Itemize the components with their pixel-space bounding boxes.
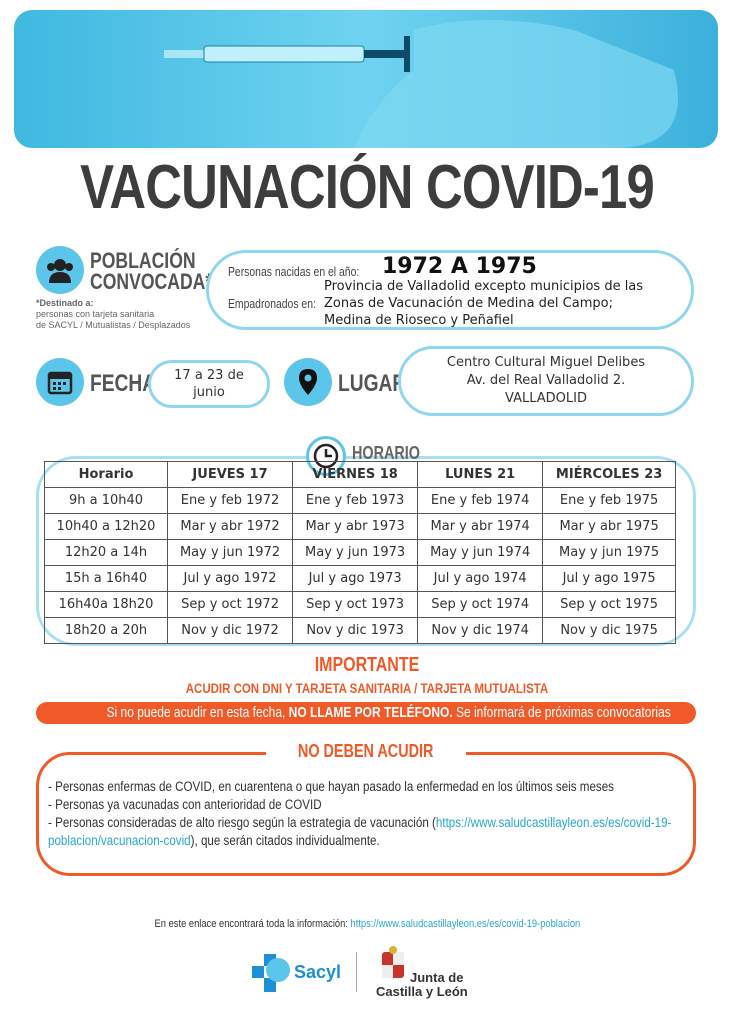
destinado-note: *Destinado a: personas con tarjeta sanit… <box>36 298 191 330</box>
table-row: 15h a 16h40 Jul y ago 1972 Jul y ago 1973 J… <box>44 565 676 592</box>
cell: Sep y oct 1973 <box>292 591 419 618</box>
empadronados-value: Provincia de Valladolid excepto municipi… <box>324 279 644 328</box>
cell: Sep y oct 1974 <box>417 591 544 618</box>
lugar-value: Centro Cultural Miguel Delibes Av. del Re… <box>398 346 694 416</box>
cell: Jul y ago 1974 <box>417 565 544 592</box>
cell: Sep y oct 1975 <box>542 591 676 618</box>
cell: May y jun 1973 <box>292 539 419 566</box>
list-item: - Personas ya vacunadas con anterioridad… <box>48 797 322 812</box>
poblacion-heading: POBLACIÓN CONVOCADA* <box>90 248 213 294</box>
header-jueves: JUEVES 17 <box>166 461 294 488</box>
syringe-illustration <box>164 20 678 148</box>
empadronados-label: Empadronados en: <box>228 296 316 311</box>
cell: Mar y abr 1973 <box>292 513 419 540</box>
cell: Ene y feb 1975 <box>542 487 676 514</box>
cell: May y jun 1975 <box>542 539 676 566</box>
horario-frame <box>36 456 696 646</box>
cell: Ene y feb 1974 <box>417 487 544 514</box>
cell: 16h40a 18h20 <box>44 591 168 618</box>
table-row: 10h40 a 12h20 Mar y abr 1972 Mar y abr 197… <box>44 513 676 540</box>
cell: Jul y ago 1975 <box>542 565 676 592</box>
horario-table: Horario JUEVES 17 VIERNES 18 LUNES 21 MI… <box>44 461 676 644</box>
header-viernes: VIERNES 18 <box>292 461 419 488</box>
header-horario: Horario <box>44 461 168 488</box>
cell: Nov y dic 1975 <box>542 617 676 644</box>
table-row: 18h20 a 20h Nov y dic 1972 Nov y dic 1973 N… <box>44 617 676 644</box>
table-row: 16h40a 18h20 Sep y oct 1972 Sep y oct 1973… <box>44 591 676 618</box>
importante-title: IMPORTANTE <box>314 654 420 676</box>
importante-subtitle: ACUDIR CON DNI Y TARJETA SANITARIA / TAR… <box>185 680 549 696</box>
cell: Mar y abr 1972 <box>166 513 294 540</box>
people-icon <box>36 246 84 294</box>
nacidos-box <box>206 250 694 330</box>
cell: Mar y abr 1975 <box>542 513 676 540</box>
cell: Mar y abr 1974 <box>417 513 544 540</box>
cell: Jul y ago 1973 <box>292 565 419 592</box>
cell: 18h20 a 20h <box>44 617 168 644</box>
lugar-label: LUGAR <box>338 370 407 397</box>
birth-years: 1972 A 1975 <box>382 254 537 279</box>
no-acudir-list: - Personas enfermas de COVID, en cuarent… <box>48 778 689 850</box>
footer-info: En este enlace encontrará toda la inform… <box>154 918 580 930</box>
list-item: - Personas enfermas de COVID, en cuarent… <box>48 779 614 794</box>
cell: 9h a 10h40 <box>44 487 168 514</box>
header-lunes: LUNES 21 <box>417 461 544 488</box>
cell: Ene y feb 1972 <box>166 487 294 514</box>
table-header-row: Horario JUEVES 17 VIERNES 18 LUNES 21 MI… <box>44 461 676 488</box>
vacunacion-link[interactable]: https://www.saludcastillayleon.es/es/cov… <box>48 815 672 848</box>
fecha-value: 17 a 23 de junio <box>148 360 270 408</box>
page-title: VACUNACIÓN COVID-19 <box>80 153 655 222</box>
cell: Nov y dic 1974 <box>417 617 544 644</box>
hero-vaccine-image <box>14 10 718 148</box>
cell: May y jun 1974 <box>417 539 544 566</box>
logo-divider <box>356 952 357 992</box>
cell: Sep y oct 1972 <box>166 591 294 618</box>
horario-label: HORARIO <box>352 443 420 463</box>
cell: 15h a 16h40 <box>44 565 168 592</box>
cell: 10h40 a 12h20 <box>44 513 168 540</box>
calendar-icon <box>36 358 84 406</box>
cell: May y jun 1972 <box>166 539 294 566</box>
cell: Jul y ago 1972 <box>166 565 294 592</box>
location-pin-icon <box>284 358 332 406</box>
table-row: 12h20 a 14h May y jun 1972 May y jun 1973 M… <box>44 539 676 566</box>
cell: Nov y dic 1972 <box>166 617 294 644</box>
list-item: - Personas consideradas de alto riesgo s… <box>48 815 672 848</box>
cell: Ene y feb 1973 <box>292 487 419 514</box>
cell: 12h20 a 14h <box>44 539 168 566</box>
junta-logo: Junta de Castilla y León <box>372 946 482 1002</box>
no-llame-banner: Si no puede acudir en esta fecha, NO LLA… <box>36 702 696 724</box>
table-row: 9h a 10h40 Ene y feb 1972 Ene y feb 1973 En… <box>44 487 676 514</box>
cell: Nov y dic 1973 <box>292 617 419 644</box>
header-miercoles: MIÉRCOLES 23 <box>542 461 676 488</box>
nacidos-label: Personas nacidas en el año: <box>228 264 360 279</box>
no-acudir-title: NO DEBEN ACUDIR <box>266 741 466 762</box>
sacyl-logo: Sacyl <box>252 952 362 996</box>
fecha-label: FECHA <box>90 370 157 397</box>
footer-link[interactable]: https://www.saludcastillayleon.es/es/cov… <box>350 918 580 930</box>
